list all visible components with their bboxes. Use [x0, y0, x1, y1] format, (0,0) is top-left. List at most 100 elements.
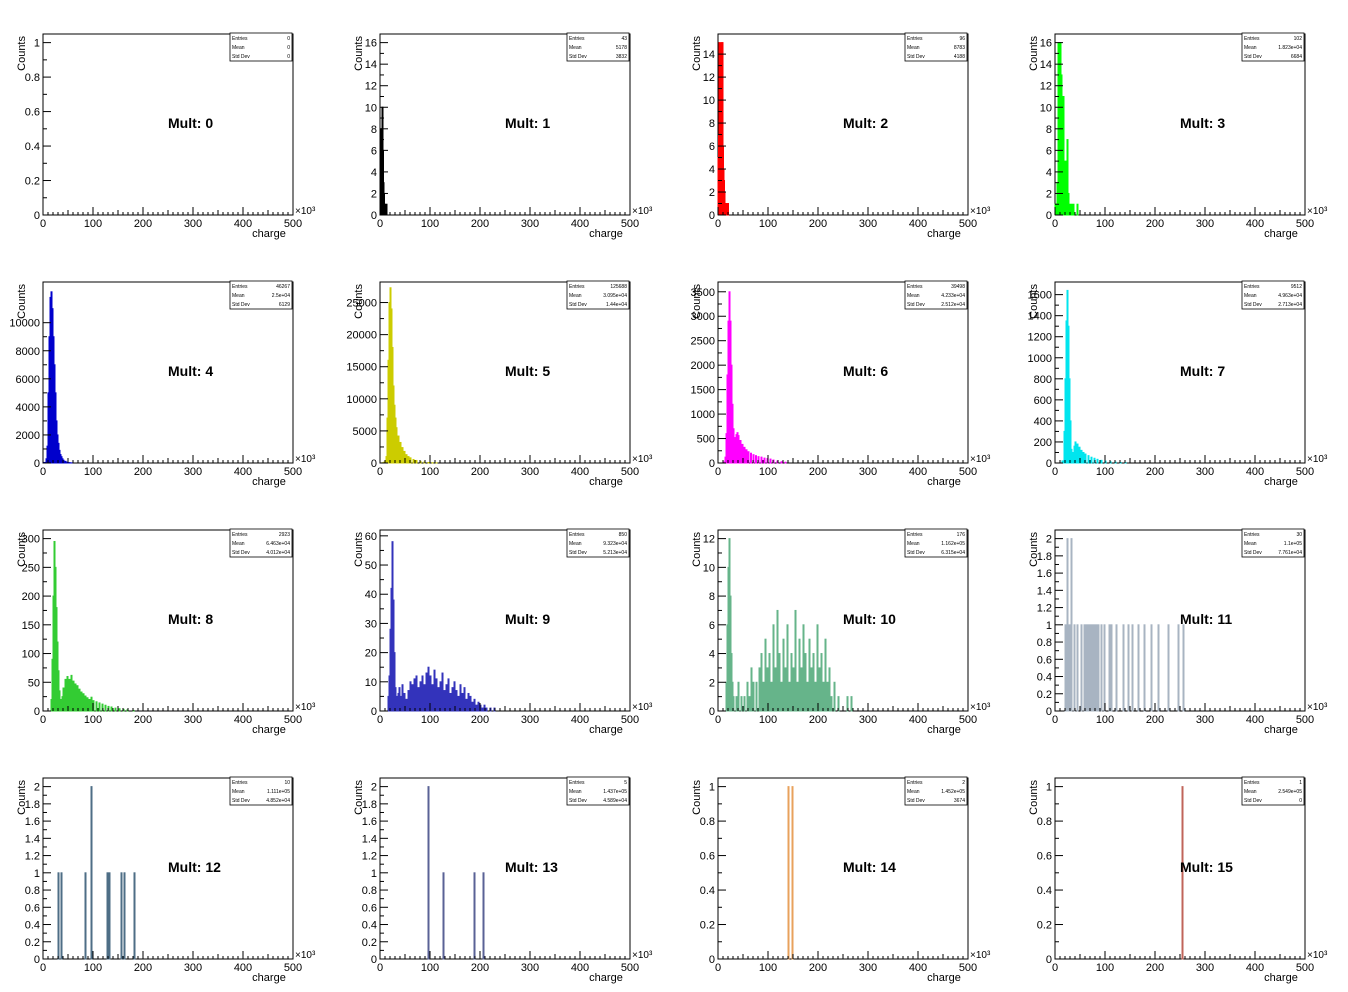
x-tick-label: 400 — [909, 714, 927, 726]
histogram-bin — [437, 687, 440, 712]
y-tick-label: 3500 — [691, 287, 715, 299]
histogram-bin — [419, 681, 422, 712]
x-axis: 0 100 200 300 400 500×10³ charge — [40, 454, 316, 488]
stats-value: 6129 — [279, 302, 290, 308]
histogram-bin — [810, 667, 813, 712]
y-tick-label: 40 — [365, 589, 377, 601]
histogram-bin — [830, 696, 833, 712]
histogram-bin — [72, 680, 75, 712]
y-tick-label: 4 — [709, 164, 715, 176]
stats-label: Mean — [907, 541, 920, 547]
histogram-bars — [427, 786, 485, 960]
y-axis: 0 0.2 0.4 0.6 0.8 1 Counts — [691, 780, 726, 966]
stats-box: Entries 46267 Mean 2.5e+04 Std Dev 6129 — [229, 280, 293, 310]
x-tick-label: 0 — [715, 466, 721, 478]
y-tick-label: 0 — [34, 210, 40, 222]
x-tick-label: 0 — [1052, 218, 1058, 230]
histogram-panel-14: 0 100 200 300 400 500×10³ charge 0 0.2 0.4 0.6 0.8 1… — [691, 776, 991, 984]
stats-value: 0 — [287, 45, 290, 51]
x-tick-label: 100 — [84, 714, 102, 726]
y-tick-label: 2000 — [16, 430, 40, 442]
stats-label: Mean — [232, 541, 245, 547]
x-tick-label: 400 — [1246, 466, 1264, 478]
stats-label: Entries — [907, 532, 923, 538]
x-axis-exponent: ×10³ — [632, 454, 653, 465]
stats-value: 0 — [287, 54, 290, 60]
x-tick-label: 300 — [859, 714, 877, 726]
histogram-bars — [387, 541, 496, 712]
x-tick-label: 300 — [184, 714, 202, 726]
histogram-bin — [1066, 538, 1069, 712]
histogram-bin — [1068, 624, 1071, 712]
multiplicity-label: Mult: 7 — [1180, 363, 1225, 379]
stats-label: Std Dev — [1244, 54, 1262, 60]
histogram-bin — [743, 696, 746, 712]
y-tick-label: 12 — [365, 81, 377, 93]
y-axis-label: Counts — [691, 780, 703, 815]
stats-label: Entries — [569, 284, 585, 290]
histogram-bin — [778, 653, 781, 712]
y-axis-label: Counts — [16, 532, 28, 567]
histogram-panel-0: 0 100 200 300 400 500×10³charge00.20.40.60.81… — [16, 32, 316, 240]
histogram-bars — [1064, 538, 1185, 712]
y-tick-label: 200 — [1034, 437, 1052, 449]
multiplicity-label: Mult: 8 — [168, 611, 213, 627]
stats-value: 6.315e+04 — [941, 550, 965, 556]
histogram-bin — [755, 455, 757, 464]
stats-box-frame — [229, 528, 293, 558]
histogram-bin — [78, 688, 81, 712]
y-tick-label: 0.8 — [700, 816, 715, 828]
y-tick-label: 50 — [365, 560, 377, 572]
histogram-bin — [66, 676, 69, 712]
stats-label: Entries — [232, 36, 248, 42]
y-tick-label: 0 — [371, 210, 377, 222]
stats-label: Entries — [1244, 284, 1260, 290]
y-axis-label: Counts — [16, 36, 28, 71]
histogram-bin — [755, 681, 758, 712]
histogram-bin — [780, 461, 783, 464]
y-tick-label: 1.6 — [362, 816, 377, 828]
stats-box-frame — [566, 776, 630, 806]
y-tick-label: 0.4 — [1037, 885, 1052, 897]
y-axis-label: Counts — [1028, 284, 1040, 319]
y-tick-label: 0.6 — [362, 902, 377, 914]
histogram-panel-15: 0 100 200 300 400 500×10³ charge 0 0.2 0.4 0.6 0.8 1… — [1028, 776, 1328, 984]
stats-value: 4.852e+04 — [266, 798, 290, 804]
histogram-bin — [1080, 624, 1083, 712]
histogram-bin — [442, 872, 445, 960]
histogram-bin — [780, 681, 783, 712]
histogram-bin — [828, 667, 831, 712]
stats-value: 4.963e+04 — [1278, 293, 1302, 299]
stats-label: Std Dev — [907, 798, 925, 804]
histogram-bin — [1085, 624, 1088, 712]
stats-label: Mean — [1244, 45, 1257, 51]
x-tick-label: 400 — [909, 218, 927, 230]
x-tick-label: 400 — [571, 466, 589, 478]
histogram-bin — [806, 681, 809, 712]
histogram-bin — [425, 672, 428, 712]
y-tick-label: 1.2 — [1037, 603, 1052, 615]
stats-label: Std Dev — [907, 302, 925, 308]
histogram-bin — [401, 684, 404, 712]
y-tick-label: 1.4 — [25, 833, 40, 845]
histogram-bin — [60, 872, 63, 960]
x-axis-exponent: ×10³ — [632, 206, 653, 217]
x-tick-label: 300 — [521, 218, 539, 230]
x-tick-label: 0 — [377, 218, 383, 230]
x-tick-label: 100 — [759, 962, 777, 974]
histogram-bin — [787, 786, 790, 960]
x-tick-label: 400 — [1246, 962, 1264, 974]
y-tick-label: 0 — [709, 458, 715, 470]
stats-label: Mean — [569, 789, 582, 795]
x-tick-label: 200 — [1146, 218, 1164, 230]
histogram-bin — [1064, 624, 1067, 712]
histogram-bin — [427, 666, 430, 712]
x-tick-label: 300 — [521, 466, 539, 478]
histogram-bin — [1076, 624, 1079, 712]
y-tick-label: 6 — [709, 141, 715, 153]
stats-label: Mean — [569, 541, 582, 547]
stats-box-frame — [566, 528, 630, 558]
stats-value: 1.452e+05 — [941, 789, 965, 795]
multiplicity-label: Mult: 12 — [168, 859, 221, 875]
